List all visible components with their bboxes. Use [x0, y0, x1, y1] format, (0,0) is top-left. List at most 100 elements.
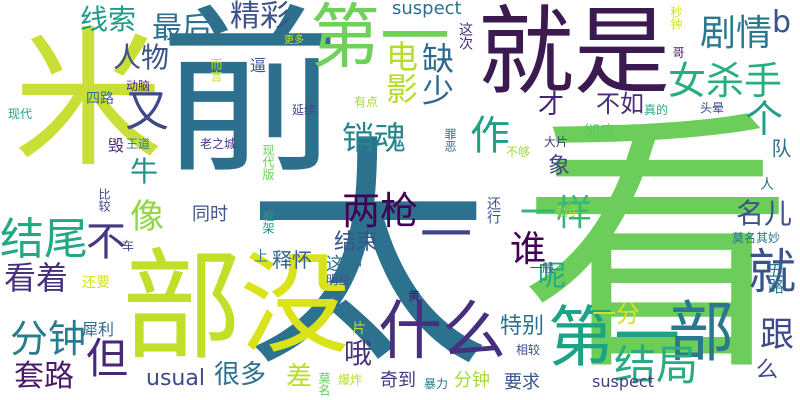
- word-yiban: 一般: [530, 261, 555, 275]
- word-haiyao: 还要: [82, 275, 110, 291]
- word-mei: 没: [240, 241, 350, 369]
- word-eryan: 而言: [209, 58, 223, 82]
- word-bu: 不: [86, 219, 126, 265]
- word-dan: 但: [86, 334, 129, 383]
- word-liangqiang: 两枪: [342, 189, 419, 233]
- word-zhezhong: 这种: [326, 254, 362, 275]
- word-jieshu: 结束: [334, 230, 379, 255]
- word-shui: 谁: [510, 229, 547, 270]
- word-ge-2: 哥: [671, 46, 685, 58]
- word-pian: 片: [352, 321, 366, 337]
- word-diyi-2: 第一: [548, 299, 680, 376]
- word-chedi: 彻底: [584, 122, 617, 141]
- word-cai: 才: [538, 90, 565, 120]
- word-you: 又: [125, 86, 169, 137]
- word-mi: 米: [0, 20, 162, 170]
- word-tongshi: 同时: [192, 204, 228, 225]
- word-dongshou: 动手: [556, 205, 581, 219]
- word-tebie: 特别: [500, 314, 545, 339]
- word-yiyang: 一样: [520, 193, 593, 234]
- word-juqing: 剧情: [700, 13, 773, 54]
- word-ge: 个: [745, 97, 784, 141]
- word-nvshashou: 女杀手: [668, 59, 783, 103]
- word-yaoqiu: 要求: [504, 372, 540, 393]
- word-kan: 看: [520, 87, 795, 400]
- word-jieju: 结局: [614, 341, 699, 390]
- word-jingcai: 精彩: [230, 0, 290, 34]
- word-zuie: 罪恶: [443, 128, 457, 152]
- word-yifen: 一分: [592, 300, 640, 328]
- word-henduo: 很多: [214, 360, 267, 390]
- word-xili: 犀利: [82, 320, 115, 339]
- word-dui: 队: [768, 138, 792, 158]
- word-bu-2: 部: [668, 294, 734, 371]
- word-laozhicheng: 老之城: [200, 137, 237, 151]
- word-baozha: 爆炸: [338, 373, 363, 387]
- word-ne: 呢: [538, 259, 567, 292]
- word-qian: 前: [160, 0, 341, 199]
- word-touyun: 头晕: [700, 101, 725, 115]
- word-zheci: 这次: [457, 22, 473, 50]
- word-shang: 上: [254, 249, 268, 265]
- word-wulu: 五路: [765, 262, 784, 294]
- word-shenme: 什么: [378, 295, 506, 369]
- word-miaozhong: 秒钟: [669, 6, 683, 30]
- word-taolu: 套路: [14, 359, 74, 394]
- word-cha: 差: [286, 362, 313, 392]
- word-fenzhong-1: 分钟: [10, 317, 87, 361]
- word-suspect-2: suspect: [592, 372, 654, 391]
- word-xiandaiban: 现代版: [261, 144, 275, 180]
- word-yanxu: 延续: [292, 103, 317, 117]
- word-suspect-1: suspect: [392, 0, 462, 19]
- word-xiandai: 现代: [8, 107, 33, 121]
- word-qidao: 奇到: [380, 370, 416, 391]
- word-wangdao: 王道: [126, 137, 151, 151]
- word-huang: 黄: [408, 289, 421, 303]
- word-kuangjia: 框架: [261, 210, 275, 234]
- word-minger: 名儿: [736, 197, 793, 230]
- word-jiewei: 结尾: [0, 214, 88, 265]
- word-mingxing: 明星: [326, 273, 351, 287]
- word-mominqimiao: 莫名其妙: [732, 231, 781, 245]
- word-ren: 人: [760, 177, 774, 193]
- word-dapian: 大片: [544, 135, 569, 149]
- word-buru: 不如: [596, 90, 644, 118]
- word-hui: 毁: [108, 136, 125, 155]
- word-queshao: 缺少: [417, 42, 455, 106]
- word-shihuai: 释怀: [272, 248, 312, 272]
- word-silu: 四路: [86, 91, 114, 107]
- word-bijiao: 比较: [97, 188, 111, 212]
- word-zuihou: 最后: [152, 11, 212, 46]
- word-diyi-1: 第一: [310, 0, 450, 78]
- word-gengduo: 更多: [284, 35, 304, 46]
- word-xiaohun: 销魂: [342, 119, 407, 157]
- word-bi: 逼: [250, 56, 267, 75]
- word-kanzhe: 看着: [4, 259, 69, 297]
- word-gen: 跟: [760, 315, 794, 355]
- word-moming: 莫名: [317, 372, 331, 396]
- word-bu-1: 部: [122, 238, 242, 377]
- word-baoli: 暴力: [424, 377, 449, 391]
- word-dianying: 电影: [381, 40, 419, 104]
- word-zhende: 真的: [644, 103, 669, 117]
- word-yi-big: 一: [420, 206, 473, 266]
- word-youdian: 有点: [354, 95, 379, 109]
- word-o: 哦: [344, 337, 373, 370]
- word-me: 么: [756, 358, 779, 383]
- word-xiang-2: 象: [548, 154, 571, 179]
- word-tai: 太: [245, 115, 490, 400]
- word-zuo: 作: [470, 113, 510, 159]
- word-che: 车: [122, 239, 135, 253]
- word-bugou: 不够: [506, 145, 531, 159]
- word-xiang: 像: [130, 197, 164, 237]
- word-usual: usual: [146, 366, 205, 391]
- word-dongnao: 动脑: [126, 79, 151, 93]
- word-fenzhong-2: 分钟: [454, 370, 490, 391]
- word-xiansuo: 线索: [80, 3, 137, 36]
- word-renwu: 人物: [113, 41, 170, 74]
- word-haixing: 还行: [485, 196, 501, 224]
- word-xiangjiao: 相较: [516, 343, 541, 357]
- word-niu: 牛: [130, 155, 159, 188]
- word-jiushi: 就是: [478, 0, 670, 108]
